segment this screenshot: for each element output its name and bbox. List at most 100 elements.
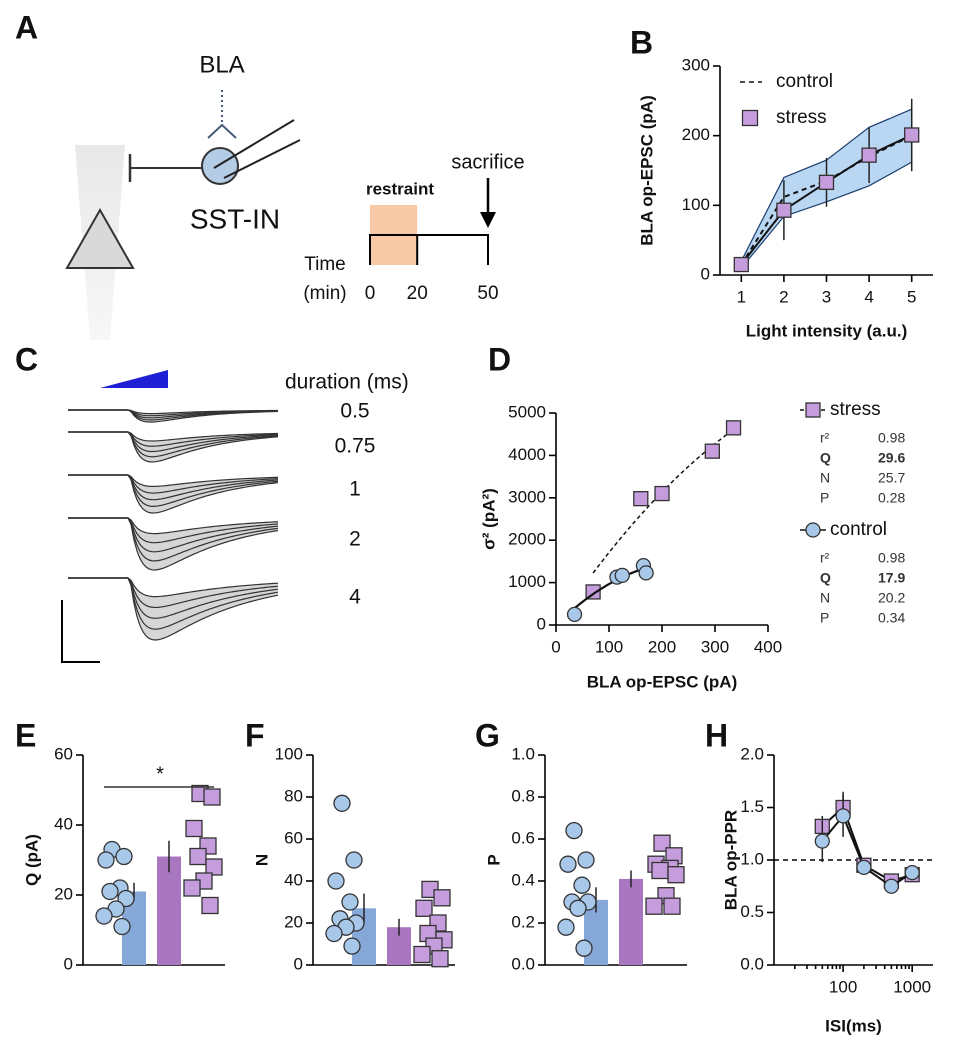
panel-label: A: [15, 9, 38, 45]
legend-label: stress: [776, 107, 827, 128]
light-ramp: [100, 370, 168, 388]
panel-label: C: [15, 341, 38, 377]
significance: *: [156, 763, 164, 785]
legend-marker: [805, 402, 821, 418]
x-tick-label: 3: [822, 287, 831, 306]
y-tick-label: 80: [284, 786, 303, 805]
point: [559, 855, 577, 873]
legend-marker: [805, 522, 821, 538]
point: [569, 899, 587, 917]
y-axis-title: N: [252, 854, 271, 866]
y-tick-label: 0.6: [511, 828, 535, 847]
point: [645, 897, 663, 915]
legend-label: stress: [830, 399, 881, 420]
arrow-head: [480, 212, 496, 228]
y-tick-label: 4000: [508, 445, 546, 464]
pyramidal-cell: [65, 207, 135, 269]
trace-fill: [68, 578, 278, 640]
y-tick-label: 300: [682, 55, 710, 74]
panel-label: E: [15, 717, 36, 753]
stat-value: 0.34: [878, 610, 905, 626]
x-tick-label: 300: [701, 637, 729, 656]
y-tick-label: 0.0: [740, 954, 764, 973]
legend-label: control: [776, 71, 833, 92]
x-axis-title: BLA op-EPSC (pA): [587, 672, 737, 691]
time-label: Time: [304, 254, 346, 275]
point: [341, 893, 359, 911]
y-tick-label: 60: [284, 828, 303, 847]
y-tick-label: 3000: [508, 487, 546, 506]
point: [566, 606, 583, 623]
point: [633, 490, 649, 507]
marker: [856, 859, 872, 875]
stat-label: r²: [820, 550, 830, 566]
y-tick-label: 2000: [508, 530, 546, 549]
time-unit: (min): [303, 283, 346, 304]
time-tick-label: 0: [365, 283, 376, 304]
point: [433, 889, 451, 907]
x-tick-label: 200: [648, 637, 676, 656]
y-tick-label: 0: [294, 954, 303, 973]
marker: [835, 808, 851, 824]
cell-label: SST-IN: [190, 203, 280, 234]
duration-label: 4: [349, 586, 361, 609]
point: [638, 565, 654, 581]
y-axis-title: Q (pA): [22, 834, 41, 886]
y-axis-title: P: [484, 854, 503, 865]
y-tick-label: 0: [537, 614, 546, 633]
point: [97, 851, 115, 869]
point: [667, 866, 685, 884]
panel-label: D: [488, 341, 511, 377]
y-tick-label: 1000: [508, 572, 546, 591]
x-axis-title: Light intensity (a.u.): [746, 321, 908, 340]
point: [117, 889, 135, 908]
electrode: [213, 119, 295, 169]
y-tick-label: 0: [701, 264, 710, 283]
marker: [818, 174, 835, 190]
point: [614, 567, 630, 584]
point: [577, 851, 595, 869]
fit-curve: [573, 566, 647, 610]
point: [654, 485, 670, 502]
stat-label: N: [820, 590, 830, 606]
duration-label: 0.75: [335, 435, 376, 458]
time-tick-label: 20: [407, 283, 428, 304]
stat-label: Q: [820, 450, 831, 466]
marker: [904, 864, 920, 881]
marker: [733, 256, 749, 273]
y-tick-label: 0.2: [511, 912, 535, 931]
point: [343, 937, 361, 955]
point: [95, 907, 113, 925]
point: [113, 917, 131, 936]
endpoint-label: sacrifice: [451, 151, 524, 173]
point: [115, 847, 133, 866]
y-tick-label: 0.4: [511, 870, 535, 889]
condition-label: restraint: [366, 179, 434, 198]
y-tick-label: 0.0: [511, 954, 535, 973]
y-axis-title: BLA op-PPR: [721, 810, 740, 910]
point: [205, 858, 223, 876]
marker: [776, 202, 792, 218]
marker: [861, 147, 877, 163]
x-tick-label: 0: [551, 637, 560, 656]
y-tick-label: 100: [275, 744, 303, 763]
point: [651, 861, 669, 880]
point: [333, 794, 351, 812]
region-label: BLA: [199, 51, 244, 78]
point: [185, 819, 203, 838]
marker: [883, 878, 900, 894]
stat-label: Q: [820, 570, 831, 586]
stat-label: r²: [820, 430, 830, 446]
stat-value: 20.2: [878, 590, 905, 606]
point: [575, 939, 593, 957]
trace: [68, 517, 279, 571]
stat-value: 0.98: [878, 430, 905, 446]
y-tick-label: 200: [682, 125, 710, 144]
point: [201, 896, 219, 915]
panel-label: B: [630, 24, 653, 60]
timeline: [369, 234, 489, 265]
stat-label: P: [820, 490, 829, 506]
duration-label: 2: [349, 528, 361, 551]
point: [431, 950, 449, 968]
point: [189, 847, 207, 866]
